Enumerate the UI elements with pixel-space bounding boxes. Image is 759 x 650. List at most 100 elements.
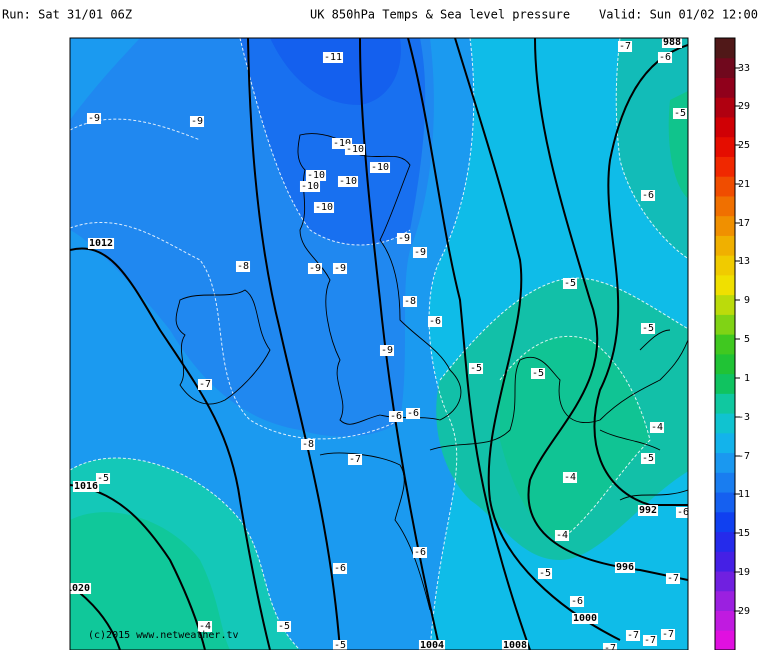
temp-label-box xyxy=(657,52,673,63)
temp-label: -5 xyxy=(532,368,544,379)
chart-title: UK 850hPa Temps & Sea level pressure xyxy=(310,8,570,22)
temp-label: -7 xyxy=(644,635,656,646)
colorbar-segment xyxy=(715,57,735,78)
temp-label-box xyxy=(197,379,213,390)
temp-label: -10 xyxy=(301,181,319,192)
isobar xyxy=(454,38,621,641)
temp-label: -10 xyxy=(346,144,364,155)
temp-label: -7 xyxy=(619,41,631,52)
pressure-label-box xyxy=(501,640,529,650)
temp-label: -9 xyxy=(398,233,410,244)
pressure-label-box xyxy=(418,640,446,650)
isobar xyxy=(593,44,688,506)
temp-label-box xyxy=(332,640,348,650)
colorbar-segment xyxy=(715,156,735,177)
colorbar-segment xyxy=(715,255,735,276)
temp-label-box xyxy=(305,170,327,181)
temp-label-box xyxy=(322,52,344,63)
isobar xyxy=(359,38,441,650)
temp-label: -6 xyxy=(414,547,426,558)
colorbar-label: -19 xyxy=(732,567,750,578)
pressure-label: 1000 xyxy=(573,613,597,624)
colorbar-segment xyxy=(715,492,735,513)
colorbar-segment xyxy=(715,472,735,493)
colorbar-segment xyxy=(715,334,735,355)
pressure-label-box xyxy=(637,505,659,516)
temp-label-box xyxy=(412,547,428,558)
fill-band xyxy=(70,512,230,650)
map-frame xyxy=(69,37,689,650)
temp-label: -5 xyxy=(278,621,290,632)
temp-label-box xyxy=(562,472,578,483)
colorbar-label: 13 xyxy=(738,256,750,267)
colorbar-label: 33 xyxy=(738,63,750,74)
temp-label: -9 xyxy=(381,345,393,356)
isobar xyxy=(527,38,688,581)
temp-label: -6 xyxy=(571,596,583,607)
colorbar-label: 5 xyxy=(744,334,750,345)
colorbar-segment xyxy=(715,531,735,552)
colorbar-label: 17 xyxy=(738,218,750,229)
temp-label: -7 xyxy=(349,454,361,465)
colorbar-label: 21 xyxy=(738,179,750,190)
temp-label: -4 xyxy=(564,472,576,483)
temp-label: -6 xyxy=(390,411,402,422)
coastline xyxy=(599,329,688,501)
colorbar-segment xyxy=(715,373,735,394)
temp-label: -5 xyxy=(334,640,346,650)
fill-band xyxy=(270,38,401,105)
credit: (c)2015 www.netweather.tv xyxy=(88,630,239,641)
temp-label: -6 xyxy=(407,408,419,419)
temp-label-box xyxy=(672,108,688,119)
coastline xyxy=(429,339,688,451)
colorbar-label: -15 xyxy=(732,528,750,539)
colorbar-label: -7 xyxy=(738,451,750,462)
colorbar-label: 1 xyxy=(744,373,750,384)
contour-labels: -11-9 -9-10-10-10-10 -10-10-10-9-9-8 -9 -9-8… xyxy=(70,37,688,650)
temp-label: -10 xyxy=(315,202,333,213)
pressure-label: 1008 xyxy=(503,640,527,650)
isobar xyxy=(407,38,531,650)
colorbar-frame xyxy=(714,37,736,650)
temp-label: -7 xyxy=(627,630,639,641)
temp-label: -11 xyxy=(324,52,342,63)
temp-label-box xyxy=(665,573,681,584)
temp-label-box xyxy=(331,138,353,149)
colorbar-segment xyxy=(715,413,735,434)
temp-label-box xyxy=(402,296,418,307)
temp-label: -5 xyxy=(470,363,482,374)
temp-label-box xyxy=(675,507,688,518)
colorbar: 33 29 25 21 17 13 9 5 1 -3 -7 -11 -15 -19 -29 xyxy=(714,37,750,650)
pressure-label: 1016 xyxy=(74,481,98,492)
temp-contour xyxy=(499,335,651,541)
colorbar-label: -29 xyxy=(732,606,750,617)
temp-label-box xyxy=(405,408,421,419)
pressure-label: 988 xyxy=(663,37,681,48)
colorbar-label: -11 xyxy=(732,489,750,500)
temp-label-box xyxy=(625,630,641,641)
temp-label-box xyxy=(649,422,665,433)
temp-label-box xyxy=(344,144,366,155)
temp-label-box xyxy=(86,113,102,124)
colorbar-segment xyxy=(715,551,735,572)
temp-label-box xyxy=(300,439,316,450)
temp-contour xyxy=(70,221,401,440)
colorbar-segment xyxy=(715,77,735,98)
isobar xyxy=(70,247,271,650)
temp-label-box xyxy=(660,629,676,640)
colorbar-segment xyxy=(715,176,735,197)
temp-label: -6 xyxy=(334,563,346,574)
temp-label: -9 xyxy=(191,116,203,127)
temp-label: -5 xyxy=(642,323,654,334)
colorbar-segment xyxy=(715,432,735,454)
colorbar-label: 25 xyxy=(738,140,750,151)
colorbar-label: 9 xyxy=(744,295,750,306)
pressure-label: 1012 xyxy=(89,238,113,249)
colorbar-label: -3 xyxy=(738,412,750,423)
temp-label: -6 xyxy=(659,52,671,63)
temp-label-box xyxy=(332,563,348,574)
temp-label: -4 xyxy=(651,422,663,433)
temp-contour xyxy=(70,118,201,141)
colorbar-segment xyxy=(715,353,735,375)
colorbar-segment xyxy=(715,274,735,296)
